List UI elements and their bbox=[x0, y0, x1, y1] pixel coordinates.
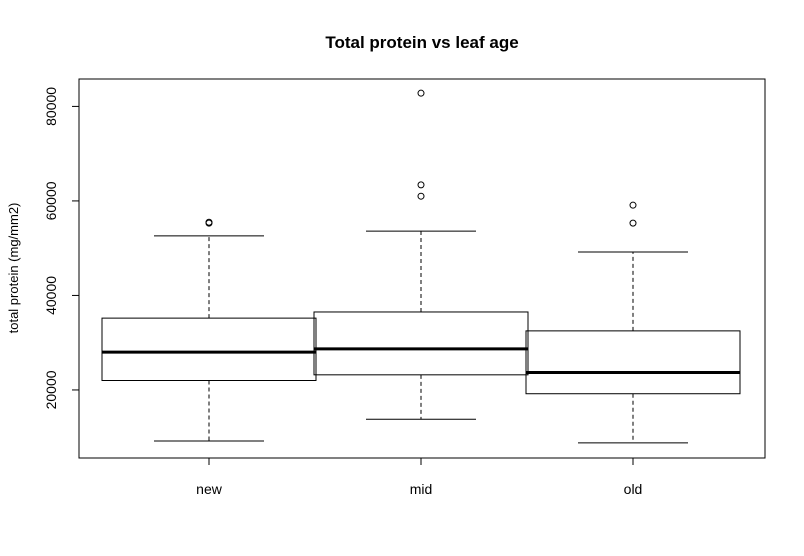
outlier-point bbox=[205, 218, 213, 226]
x-axis: new mid old bbox=[196, 457, 643, 497]
outlier-point bbox=[417, 181, 425, 189]
box-new bbox=[101, 218, 317, 442]
y-axis: 20000 40000 60000 80000 bbox=[43, 87, 80, 409]
y-tick-label: 20000 bbox=[43, 370, 59, 409]
chart-title: Total protein vs leaf age bbox=[325, 33, 518, 52]
outlier-point bbox=[629, 201, 637, 209]
outlier-point bbox=[417, 89, 425, 97]
box-old bbox=[525, 201, 741, 444]
box-mid bbox=[313, 89, 529, 420]
x-tick-label: old bbox=[624, 481, 643, 497]
boxes-group bbox=[101, 89, 741, 444]
y-tick-label: 80000 bbox=[43, 87, 59, 126]
plot-frame bbox=[78, 78, 766, 459]
outlier-point bbox=[417, 192, 425, 200]
y-tick-label: 40000 bbox=[43, 276, 59, 315]
iqr-box bbox=[313, 311, 529, 376]
iqr-box bbox=[101, 317, 317, 381]
y-tick-label: 60000 bbox=[43, 181, 59, 220]
x-tick-label: mid bbox=[410, 481, 433, 497]
x-tick-label: new bbox=[196, 481, 223, 497]
outlier-point bbox=[629, 219, 637, 227]
y-axis-label: total protein (mg/mm2) bbox=[6, 203, 21, 334]
iqr-box bbox=[525, 330, 741, 395]
